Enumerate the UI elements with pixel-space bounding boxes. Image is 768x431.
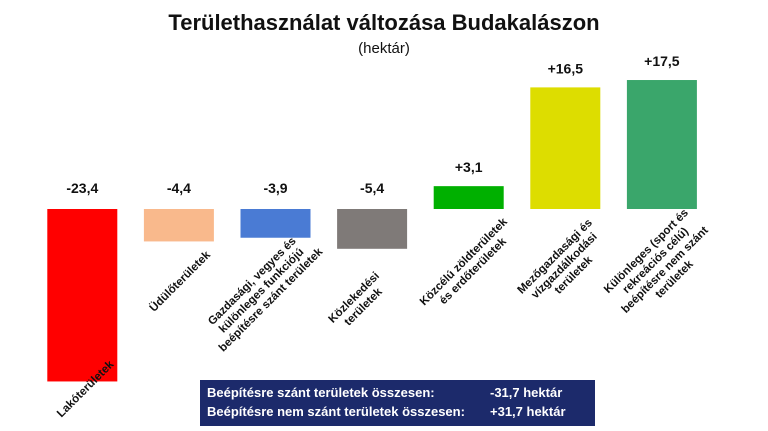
value-label: -23,4: [66, 180, 98, 196]
category-label: Különleges (sport ésrekreációs célú)beép…: [601, 206, 720, 325]
value-label: +3,1: [455, 159, 483, 175]
bar: [433, 186, 504, 209]
category-label: Közcélú zöldterületekés erdőterületek: [418, 216, 520, 318]
summary-label: Beépítésre nem szánt területek összesen:: [207, 404, 465, 419]
summary-value: -31,7 hektár: [490, 385, 562, 400]
chart-subtitle: (hektár): [358, 40, 410, 57]
category-label-group: Közcélú zöldterületekés erdőterületek: [418, 216, 520, 318]
value-label: -4,4: [167, 180, 191, 196]
summary-label: Beépítésre szánt területek összesen:: [207, 385, 435, 400]
bar: [530, 87, 601, 209]
category-label-group: Üdülőterületek: [147, 248, 214, 315]
chart-title: Területhasználat változása Budakalászon: [168, 10, 599, 35]
value-label: +16,5: [548, 60, 584, 76]
category-label: Mezőgazdasági ésvízgazdálkodásiterületek: [515, 217, 613, 315]
category-label: Gazdasági, vegyes éskülönleges funkciójú…: [198, 227, 325, 354]
category-label: Közlekedésiterületek: [327, 270, 392, 335]
value-label: -5,4: [360, 180, 384, 196]
bar: [240, 209, 311, 238]
value-label: -3,9: [263, 180, 287, 196]
bar: [626, 80, 697, 210]
bar: [143, 209, 214, 242]
category-label: Üdülőterületek: [147, 248, 214, 315]
bar: [337, 209, 408, 249]
summary-value: +31,7 hektár: [490, 404, 566, 419]
category-label-group: Különleges (sport ésrekreációs célú)beép…: [601, 206, 720, 325]
category-label-group: Gazdasági, vegyes éskülönleges funkciójú…: [198, 227, 326, 354]
value-label: +17,5: [644, 53, 680, 69]
bar: [47, 209, 118, 382]
category-label-group: Mezőgazdasági ésvízgazdálkodásiterületek: [515, 217, 613, 315]
summary-box: [200, 380, 595, 426]
category-label-group: Közlekedésiterületek: [327, 270, 392, 335]
